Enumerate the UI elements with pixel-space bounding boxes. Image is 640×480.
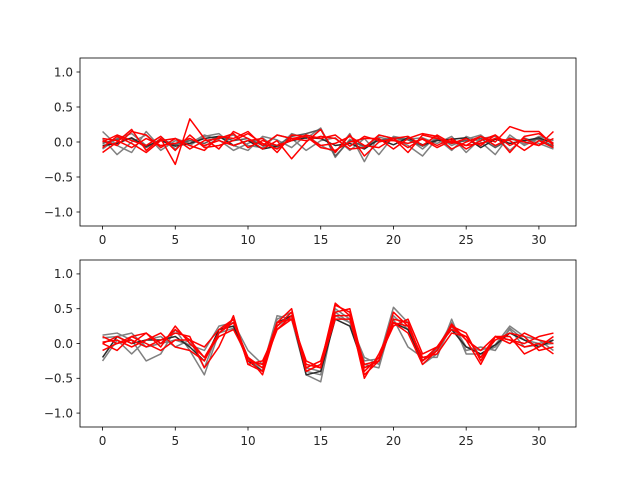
x-tick-label: 30 bbox=[531, 434, 546, 448]
x-tick-label: 15 bbox=[313, 434, 328, 448]
x-tick-label: 0 bbox=[99, 233, 107, 247]
x-tick-label: 0 bbox=[99, 434, 107, 448]
y-tick-label: 0.5 bbox=[54, 100, 73, 114]
series-group bbox=[101, 118, 554, 166]
y-tick-label: −0.5 bbox=[44, 372, 73, 386]
x-tick-label: 20 bbox=[386, 434, 401, 448]
x-tick-label: 25 bbox=[459, 233, 474, 247]
axes-bottom: 0 5 10 15 20 25 30 −1.0 −0.5 0.0 0.5 1.0 bbox=[44, 259, 577, 448]
x-tick-label: 10 bbox=[240, 233, 255, 247]
y-tick-label: −0.5 bbox=[44, 170, 73, 184]
series-line-9 bbox=[102, 132, 554, 152]
x-tick-label: 20 bbox=[386, 233, 401, 247]
series-line-5 bbox=[102, 302, 554, 380]
series-group bbox=[101, 302, 554, 383]
x-tick-label: 10 bbox=[240, 434, 255, 448]
series-line-8 bbox=[102, 314, 554, 373]
x-tick-label: 30 bbox=[531, 233, 546, 247]
axes-top: 0 5 10 15 20 25 30 −1.0 −0.5 0.0 0.5 1.0 bbox=[44, 57, 577, 247]
y-tick-label: −1.0 bbox=[44, 205, 73, 219]
series-line-8 bbox=[102, 132, 554, 154]
y-tick-label: 0.0 bbox=[54, 135, 73, 149]
y-tick-label: 0.0 bbox=[54, 337, 73, 351]
x-tick-label: 25 bbox=[459, 434, 474, 448]
y-tick-label: 1.0 bbox=[54, 267, 73, 281]
y-tick-label: −1.0 bbox=[44, 406, 73, 420]
x-tick-label: 15 bbox=[313, 233, 328, 247]
x-tick-label: 5 bbox=[171, 434, 179, 448]
y-tick-label: 0.5 bbox=[54, 302, 73, 316]
y-tick-label: 1.0 bbox=[54, 65, 73, 79]
x-tick-label: 5 bbox=[171, 233, 179, 247]
